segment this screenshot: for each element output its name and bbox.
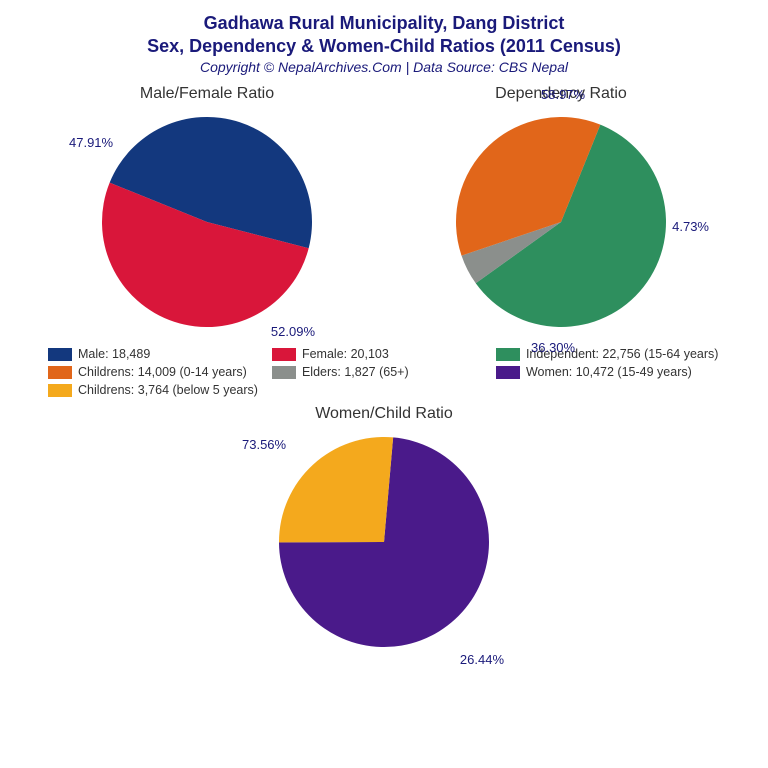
pie-label-elders: 4.73% — [672, 219, 709, 234]
sex-ratio-chart: Male/Female Ratio 47.91%52.09% — [77, 85, 337, 337]
legend-label: Female: 20,103 — [302, 347, 389, 361]
pie-label-independent: 58.97% — [541, 87, 585, 102]
women-child-title: Women/Child Ratio — [315, 405, 453, 423]
legend-item-1: Female: 20,103 — [272, 345, 496, 363]
pie-label-female: 52.09% — [271, 324, 315, 339]
legend-swatch — [272, 366, 296, 379]
legend-item-4: Elders: 1,827 (65+) — [272, 363, 496, 381]
pie-label-women: 73.56% — [242, 437, 286, 452]
pie-slice-childrens_u5 — [279, 437, 393, 542]
legend-swatch — [272, 348, 296, 361]
bottom-charts-row: Women/Child Ratio 73.56%26.44% — [0, 405, 768, 657]
legend-item-5: Women: 10,472 (15-49 years) — [496, 363, 720, 381]
legend-item-3: Childrens: 14,009 (0-14 years) — [48, 363, 272, 381]
chart-header: Gadhawa Rural Municipality, Dang Distric… — [0, 0, 768, 75]
sex-ratio-title: Male/Female Ratio — [140, 85, 274, 103]
pie-label-childrens_0_14: 36.30% — [531, 340, 575, 355]
pie-label-male: 47.91% — [69, 135, 113, 150]
legend-swatch — [496, 366, 520, 379]
women-child-chart: Women/Child Ratio 73.56%26.44% — [254, 405, 514, 657]
legend-label: Elders: 1,827 (65+) — [302, 365, 409, 379]
legend-swatch — [48, 348, 72, 361]
legend: Male: 18,489 Female: 20,103 Independent: 2… — [0, 337, 768, 403]
dependency-chart: Dependency Ratio 58.97%4.73%36.30% — [431, 85, 691, 337]
women-child-pie: 73.56%26.44% — [254, 427, 514, 657]
legend-label: Women: 10,472 (15-49 years) — [526, 365, 692, 379]
legend-swatch — [496, 348, 520, 361]
pie-label-childrens_u5: 26.44% — [460, 652, 504, 667]
legend-label: Male: 18,489 — [78, 347, 150, 361]
legend-swatch — [48, 366, 72, 379]
legend-label: Childrens: 3,764 (below 5 years) — [78, 383, 258, 397]
legend-label: Childrens: 14,009 (0-14 years) — [78, 365, 247, 379]
title-line1: Gadhawa Rural Municipality, Dang Distric… — [0, 12, 768, 35]
legend-item-6: Childrens: 3,764 (below 5 years) — [48, 381, 272, 399]
sex-ratio-pie: 47.91%52.09% — [77, 107, 337, 337]
legend-swatch — [48, 384, 72, 397]
subtitle: Copyright © NepalArchives.Com | Data Sou… — [0, 59, 768, 75]
legend-item-0: Male: 18,489 — [48, 345, 272, 363]
legend-item-2: Independent: 22,756 (15-64 years) — [496, 345, 720, 363]
dependency-pie: 58.97%4.73%36.30% — [431, 107, 691, 337]
title-line2: Sex, Dependency & Women-Child Ratios (20… — [0, 35, 768, 58]
top-charts-row: Male/Female Ratio 47.91%52.09% Dependenc… — [0, 85, 768, 337]
